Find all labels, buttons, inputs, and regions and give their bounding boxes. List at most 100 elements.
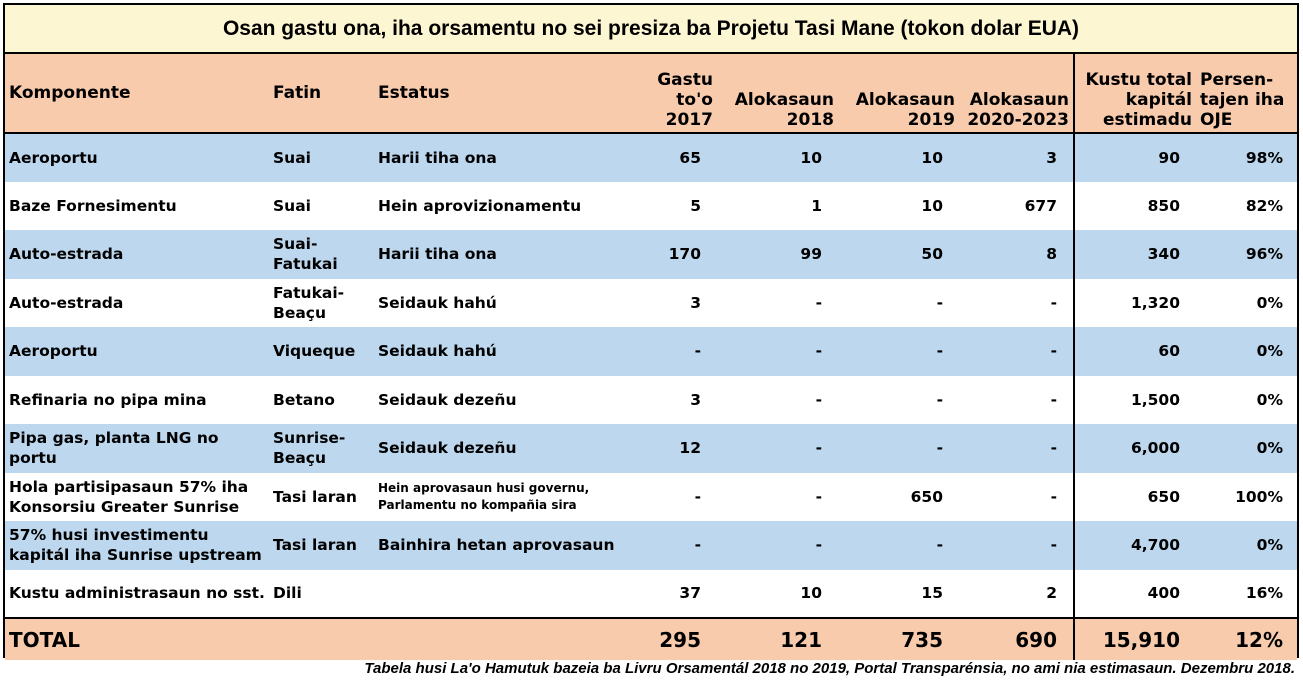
table-row: Hola partisipasaun 57% iha Konsorsiu Grea… [5,472,1297,521]
cell-kustu: 4,700 [1074,521,1196,570]
cell-komponente: 57% husi investimentu kapitál iha Sunrise… [5,521,269,570]
total-alokasaun-2019: 735 [838,617,959,660]
table-row: Aeroportu Suai Harii tiha ona 65 10 10 3 90 98% [5,133,1297,182]
total-estatus [374,617,641,660]
cell-alokasaun-2020-2023: - [959,521,1075,570]
cell-alokasaun-2018: - [717,472,838,521]
cell-kustu: 90 [1074,133,1196,182]
cell-estatus: Seidauk dezeñu [374,424,641,473]
cell-kustu: 1,500 [1074,375,1196,424]
cell-gastu: 3 [641,278,717,327]
cell-alokasaun-2018: 10 [717,133,838,182]
table-row: Pipa gas, planta LNG no portu Sunrise- Bea… [5,424,1297,473]
table-row: Refinaria no pipa mina Betano Seidauk deze… [5,375,1297,424]
header-estatus: Estatus [374,54,641,134]
cell-fatin: Fatukai- Beaçu [269,278,374,327]
cell-kustu: 340 [1074,230,1196,279]
cell-kustu: 650 [1074,472,1196,521]
cell-komponente: Baze Fornesimentu [5,181,269,230]
cell-alokasaun-2018: - [717,424,838,473]
cell-alokasaun-2018: - [717,375,838,424]
cell-alokasaun-2019: - [838,424,959,473]
cell-komponente: Pipa gas, planta LNG no portu [5,424,269,473]
cell-komponente: Auto-estrada [5,278,269,327]
cell-persentajen: 0% [1196,375,1297,424]
cell-komponente: Hola partisipasaun 57% iha Konsorsiu Grea… [5,472,269,521]
cell-fatin: Suai [269,181,374,230]
table-title: Osan gastu ona, iha orsamentu no sei pre… [5,5,1297,54]
footnote: Tabela husi La'o Hamutuk bazeia ba Livru… [364,660,1295,677]
cell-komponente: Aeroportu [5,327,269,376]
header-fatin: Fatin [269,54,374,134]
cell-estatus: Hein aprovizionamentu [374,181,641,230]
cell-persentajen: 96% [1196,230,1297,279]
cell-estatus: Seidauk dezeñu [374,375,641,424]
table-row: Baze Fornesimentu Suai Hein aprovizionamen… [5,181,1297,230]
header-alokasaun-2018: Alokasaun 2018 [717,54,838,134]
cell-persentajen: 0% [1196,424,1297,473]
cell-alokasaun-2020-2023: - [959,278,1075,327]
cell-fatin: Suai- Fatukai [269,230,374,279]
cell-alokasaun-2018: 10 [717,569,838,618]
cell-fatin: Tasi laran [269,472,374,521]
total-persentajen: 12% [1196,617,1297,660]
cell-persentajen: 100% [1196,472,1297,521]
cell-kustu: 1,320 [1074,278,1196,327]
cell-estatus: Harii tiha ona [374,230,641,279]
budget-table: Komponente Fatin Estatus Gastu to'o 2017 A… [5,54,1297,660]
cell-komponente: Auto-estrada [5,230,269,279]
cell-persentajen: 98% [1196,133,1297,182]
cell-gastu: 3 [641,375,717,424]
cell-persentajen: 0% [1196,327,1297,376]
total-alokasaun-2018: 121 [717,617,838,660]
cell-alokasaun-2018: - [717,278,838,327]
cell-fatin: Dili [269,569,374,618]
cell-komponente: Aeroportu [5,133,269,182]
cell-alokasaun-2019: - [838,278,959,327]
header-persentajen: Persen-tajen iha OJE [1196,54,1297,134]
cell-gastu: 37 [641,569,717,618]
table-body: Aeroportu Suai Harii tiha ona 65 10 10 3 90 98% B… [5,133,1297,618]
table-row: Auto-estrada Fatukai- Beaçu Seidauk hahú 3- -… [5,278,1297,327]
cell-alokasaun-2020-2023: 677 [959,181,1075,230]
cell-alokasaun-2018: - [717,327,838,376]
cell-estatus [374,569,641,618]
cell-fatin: Viqueque [269,327,374,376]
cell-gastu: 5 [641,181,717,230]
cell-gastu: - [641,521,717,570]
header-komponente: Komponente [5,54,269,134]
cell-estatus: Seidauk hahú [374,278,641,327]
cell-alokasaun-2019: 50 [838,230,959,279]
cell-gastu: 65 [641,133,717,182]
cell-gastu: - [641,327,717,376]
header-alokasaun-2020-2023: Alokasaun 2020-2023 [959,54,1075,134]
cell-alokasaun-2019: - [838,375,959,424]
cell-gastu: 170 [641,230,717,279]
total-label: TOTAL [5,617,269,660]
cell-alokasaun-2019: 10 [838,181,959,230]
cell-fatin: Suai [269,133,374,182]
cell-alokasaun-2018: 1 [717,181,838,230]
cell-kustu: 60 [1074,327,1196,376]
cell-alokasaun-2019: 650 [838,472,959,521]
table-row: 57% husi investimentu kapitál iha Sunrise… [5,521,1297,570]
cell-gastu: - [641,472,717,521]
cell-alokasaun-2019: - [838,521,959,570]
cell-persentajen: 0% [1196,521,1297,570]
cell-komponente: Kustu administrasaun no sst. [5,569,269,618]
cell-persentajen: 16% [1196,569,1297,618]
cell-alokasaun-2019: 10 [838,133,959,182]
cell-alokasaun-2018: - [717,521,838,570]
header-row: Komponente Fatin Estatus Gastu to'o 2017 A… [5,54,1297,134]
cell-komponente: Refinaria no pipa mina [5,375,269,424]
cell-alokasaun-2018: 99 [717,230,838,279]
cell-alokasaun-2020-2023: 8 [959,230,1075,279]
cell-kustu: 850 [1074,181,1196,230]
cell-kustu: 400 [1074,569,1196,618]
cell-fatin: Tasi laran [269,521,374,570]
table-row: Auto-estrada Suai- Fatukai Harii tiha ona 17… [5,230,1297,279]
total-alokasaun-2020-2023: 690 [959,617,1075,660]
total-row: TOTAL 295 121 735 690 15,910 12% [5,617,1297,660]
table-row: Aeroportu Viqueque Seidauk hahú - - - -60 0% [5,327,1297,376]
cell-alokasaun-2019: - [838,327,959,376]
